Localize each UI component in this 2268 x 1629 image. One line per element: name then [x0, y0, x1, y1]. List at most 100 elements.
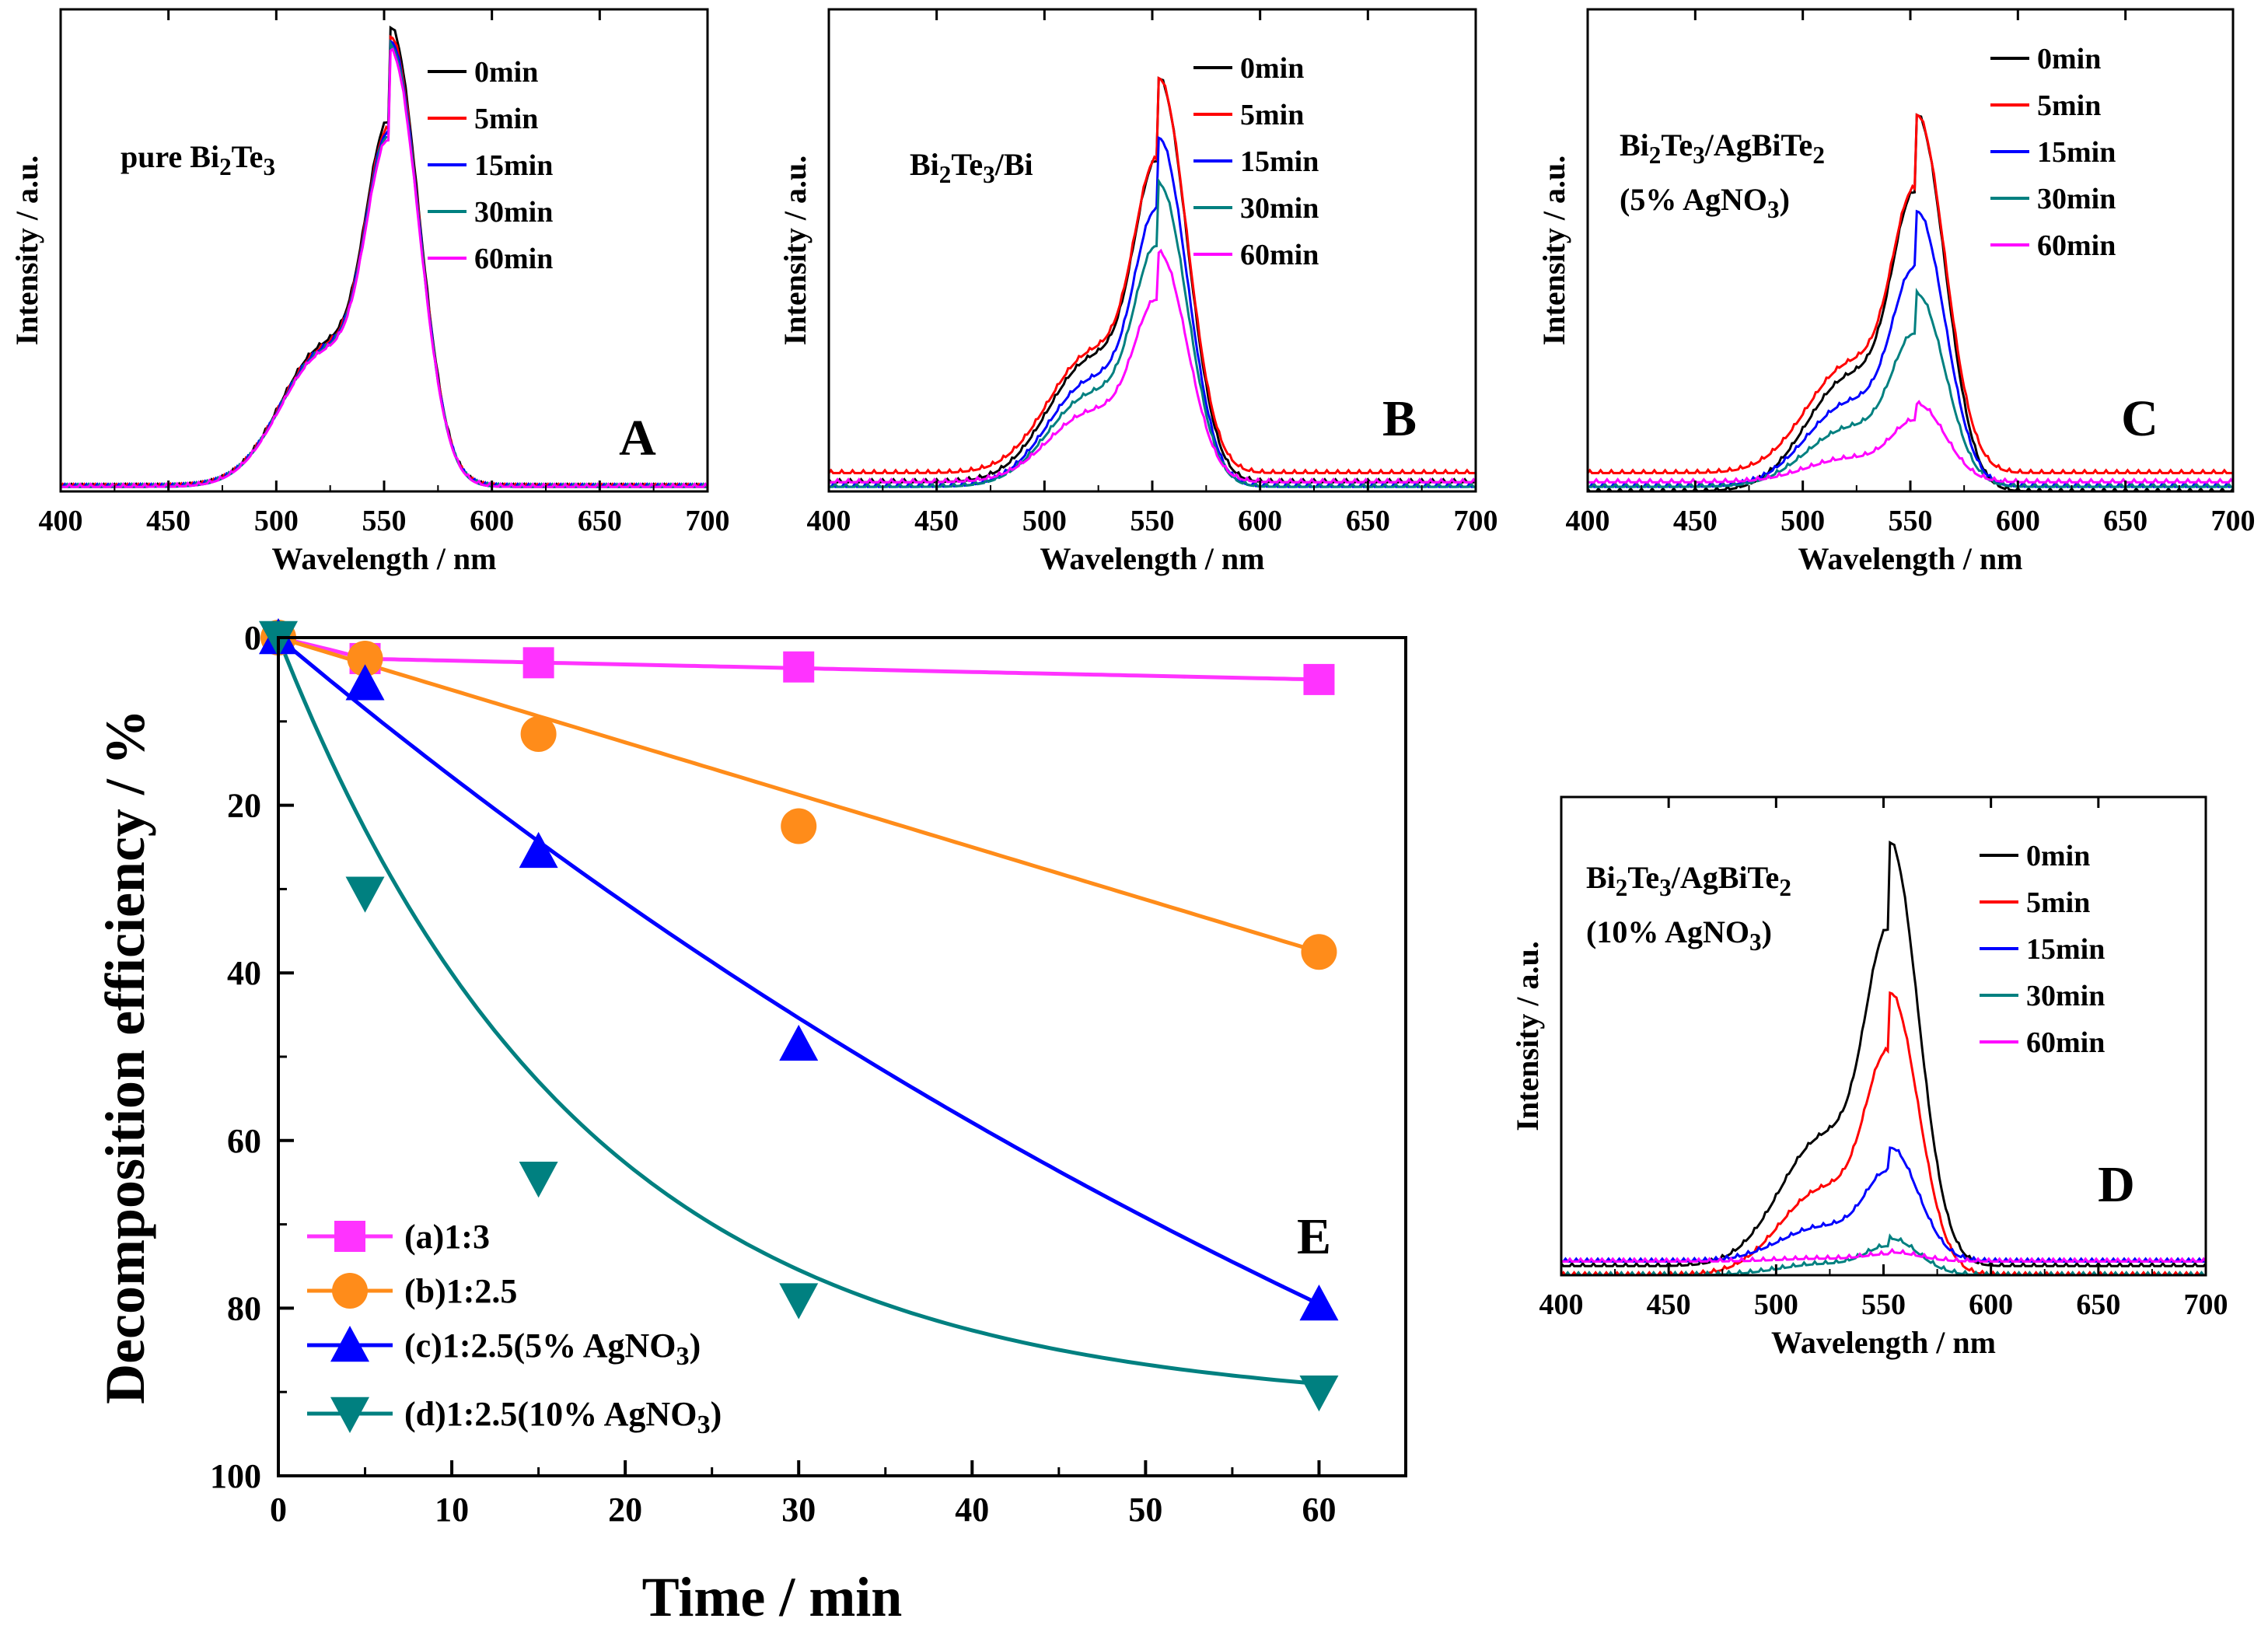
x-tick-label: 400: [807, 505, 851, 537]
label-part: Bi: [910, 147, 939, 182]
y-tick-label: 60: [227, 1122, 261, 1160]
subscript: 2: [1812, 142, 1825, 169]
x-tick-label: 600: [1969, 1288, 2013, 1321]
panel-c-spectrum-chart: 400 450 500 550 600 650 700 Wavelength / nm Inte…: [1536, 8, 2256, 576]
x-tick-label: 30: [781, 1491, 816, 1529]
legend-label: (d)1:2.5(10% AgNO3): [404, 1395, 722, 1439]
data-point-triangle-down: [519, 1162, 558, 1198]
panel-letter: A: [619, 410, 656, 467]
data-point-triangle-up: [1299, 1285, 1339, 1321]
data-point-circle: [520, 715, 557, 752]
y-axis-label: Decomposition efficiency / %: [94, 709, 156, 1404]
label-part: ): [1780, 182, 1790, 217]
subscript: 2: [939, 161, 952, 188]
subscript: 3: [1659, 874, 1672, 901]
spectrum-line-60min: [1561, 1247, 2207, 1263]
x-tick-label: 500: [1781, 505, 1825, 537]
legend-label: 5min: [474, 103, 538, 135]
x-tick-label: 450: [146, 505, 190, 537]
legend-marker-triangle-up: [330, 1326, 369, 1362]
subscript: 3: [1767, 196, 1780, 223]
sample-label: Bi2Te3/AgBiTe2: [1620, 128, 1825, 169]
legend-marker-triangle-down: [330, 1397, 369, 1433]
spectrum-line-60min: [61, 47, 709, 488]
x-tick-label: 650: [2076, 1288, 2120, 1321]
label-part: Te: [1627, 860, 1659, 895]
legend-label: 60min: [2026, 1026, 2105, 1059]
label-part: /AgBiTe: [1704, 128, 1813, 163]
data-point-triangle-down: [345, 876, 385, 913]
panel-d-spectrum-chart: 400 450 500 550 600 650 700 Wavelength / nm Inte…: [1510, 795, 2228, 1360]
spectrum-line-0min: [827, 76, 1477, 484]
x-tick-label: 400: [1566, 505, 1610, 537]
y-tick-label: 100: [210, 1457, 261, 1495]
panel-letter: C: [2121, 390, 2158, 447]
label-part: (5% AgNO: [1620, 182, 1767, 217]
fit-line-3: [277, 636, 1320, 1306]
legend-label: (b)1:2.5: [404, 1272, 517, 1310]
legend-label: 15min: [1240, 145, 1319, 178]
x-tick-label: 700: [1454, 505, 1498, 537]
legend-label: 0min: [474, 56, 538, 89]
label-part: (d)1:2.5(10% AgNO: [404, 1395, 697, 1433]
subscript: 3: [697, 1410, 710, 1439]
legend-label: 0min: [1240, 52, 1304, 85]
legend-label: 30min: [2026, 980, 2105, 1012]
legend-label: 30min: [2037, 183, 2116, 215]
x-tick-label: 60: [1302, 1491, 1336, 1529]
data-point-circle: [1301, 934, 1337, 970]
y-tick-label: 20: [227, 787, 261, 825]
x-axis-label: Wavelength / nm: [1040, 541, 1265, 576]
data-point-triangle-up: [345, 664, 385, 701]
x-tick-label: 10: [435, 1491, 469, 1529]
sample-label: pure Bi2Te3: [121, 139, 275, 180]
subscript: 3: [1749, 928, 1762, 956]
x-tick-label: 50: [1128, 1491, 1162, 1529]
data-point-square: [783, 651, 815, 683]
spectrum-line-15min: [61, 39, 708, 488]
x-tick-label: 450: [1673, 505, 1718, 537]
legend-marker-circle: [332, 1273, 368, 1309]
x-tick-label: 400: [39, 505, 83, 537]
legend-label: 60min: [474, 243, 553, 275]
x-tick-label: 550: [1861, 1288, 1906, 1321]
subscript: 3: [676, 1341, 690, 1371]
x-tick-label: 550: [362, 505, 407, 537]
sample-label-line2: (5% AgNO3): [1620, 182, 1790, 223]
data-point-circle: [347, 640, 383, 676]
spectrum-line-5min: [59, 34, 708, 488]
legend-label: 15min: [2037, 136, 2116, 169]
label-part: pure Bi: [121, 139, 219, 174]
x-tick-label: 600: [1996, 505, 2040, 537]
data-point-triangle-up: [519, 831, 558, 869]
panel-letter: E: [1297, 1208, 1331, 1265]
label-part: /Bi: [994, 147, 1033, 182]
data-point-square: [522, 647, 554, 679]
x-tick-label: 450: [1647, 1288, 1691, 1321]
x-tick-label: 550: [1131, 505, 1175, 537]
x-tick-label: 650: [2103, 505, 2147, 537]
x-axis-label: Wavelength / nm: [1771, 1325, 1996, 1360]
legend-label: 0min: [2037, 43, 2101, 75]
fit-line-4: [276, 637, 1319, 1386]
legend-label: 15min: [2026, 933, 2105, 966]
label-part: Bi: [1586, 860, 1616, 895]
label-part: (c)1:2.5(5% AgNO: [404, 1327, 676, 1365]
x-tick-label: 500: [1022, 505, 1067, 537]
data-point-triangle-down: [779, 1283, 819, 1320]
x-axis-label: Time / min: [642, 1566, 903, 1628]
x-tick-label: 700: [2211, 505, 2256, 537]
label-part: Bi: [1620, 128, 1649, 163]
spectrum-line-30min: [61, 38, 708, 488]
y-axis-label: Intensity / a.u.: [9, 156, 44, 346]
legend-label: 30min: [1240, 192, 1319, 225]
label-part: (b)1:2.5: [404, 1272, 517, 1310]
x-tick-label: 550: [1889, 505, 1933, 537]
x-tick-label: 0: [270, 1491, 287, 1529]
panel-b-spectrum-chart: 400 450 500 550 600 650 700 Wavelength / nm Inte…: [778, 8, 1498, 576]
label-part: Te: [1661, 128, 1693, 163]
subscript: 2: [1616, 874, 1628, 901]
label-part: ): [690, 1327, 701, 1365]
x-tick-label: 450: [914, 505, 959, 537]
label-part: /AgBiTe: [1671, 860, 1780, 895]
